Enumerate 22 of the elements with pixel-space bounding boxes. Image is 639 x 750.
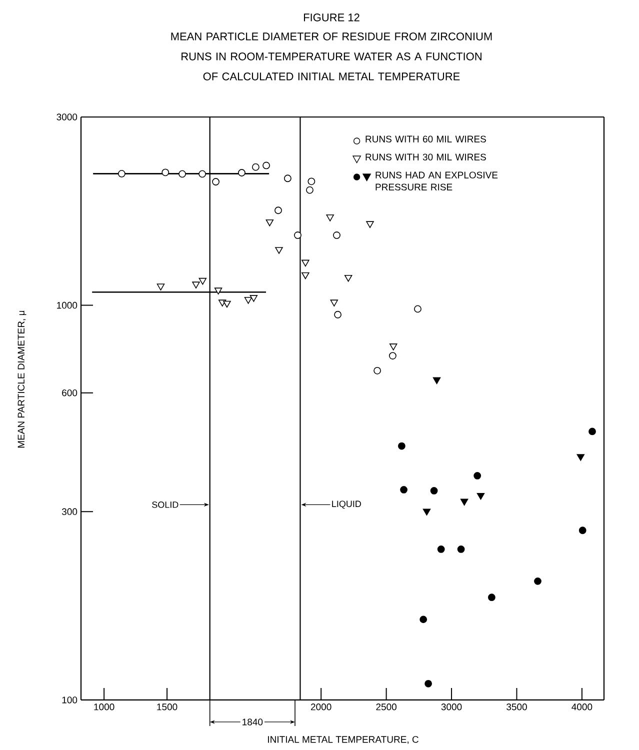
y-axis-title: MEAN PARTICLE DIAMETER, μ [18,310,26,448]
x-tick-label: 1500 [157,704,178,710]
x-tick-label: 1000 [94,704,114,710]
legend-label: RUNS HAD AN EXPLOSIVE PRESSURE RISE [376,172,498,190]
ref-line-label: LIQUID [332,500,361,509]
ref-line-label: SOLID [152,502,178,508]
y-tick-label: 100 [62,696,78,704]
y-tick-label: 3000 [56,114,78,120]
y-tick-label: 300 [62,508,78,516]
x-tick-label: 2000 [310,704,332,710]
x-tick-label: 2500 [376,704,396,710]
y-tick-label: 1000 [57,302,78,309]
x-tick-label: 3000 [441,704,462,710]
legend-label: RUNS WITH 60 MIL WIRES [366,136,486,142]
x-axis-title: INITIAL METAL TEMPERATURE, C [268,736,418,744]
chart-title: FIGURE 12 [304,14,360,22]
text: 1840 [242,718,263,726]
x-tick-label: 3500 [506,704,527,710]
chart-subtitle: MEAN PARTICLE DIAMETER OF RESIDUE FROM ZIRCONIUM RUNS IN ROOM-TEMPERATURE WATER AS A FUNCTION OF CALCULATED INITIAL METAL TEMPERATURE [171,32,492,80]
y-tick-label: 600 [62,390,78,396]
legend-label: RUNS WITH 30 MIL WIRES [366,154,486,160]
x-tick-label: 4000 [572,704,592,710]
